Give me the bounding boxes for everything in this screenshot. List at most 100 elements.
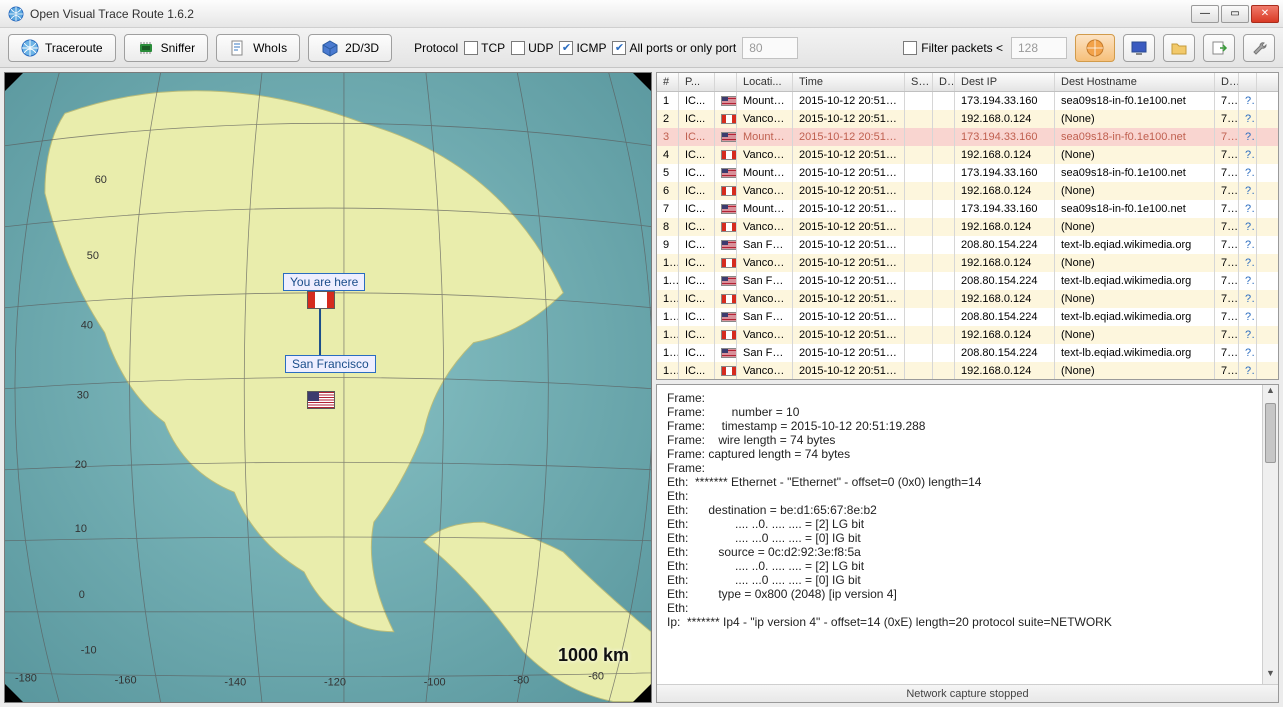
info-icon[interactable]: ? (1239, 308, 1257, 326)
col-number[interactable]: # (657, 73, 679, 91)
table-row[interactable]: 5IC...Mountai...2015-10-12 20:51:...173.… (657, 164, 1278, 182)
col-source[interactable]: Sr... (905, 73, 933, 91)
info-icon[interactable]: ? (1239, 164, 1257, 182)
filter-size-input[interactable] (1011, 37, 1067, 59)
usa-flag-icon (721, 96, 737, 106)
icmp-checkbox[interactable]: ✔ICMP (559, 41, 606, 55)
table-row[interactable]: 2IC...Vancou...2015-10-12 20:51:...192.1… (657, 110, 1278, 128)
protocol-label: Protocol (414, 41, 458, 55)
svg-text:-180: -180 (15, 673, 37, 685)
info-icon[interactable]: ? (1239, 92, 1257, 110)
info-icon[interactable]: ? (1239, 362, 1257, 380)
info-icon[interactable]: ? (1239, 128, 1257, 146)
all-ports-checkbox[interactable]: ✔All ports or only port (612, 41, 736, 55)
doc-icon (229, 39, 247, 57)
info-icon[interactable]: ? (1239, 218, 1257, 236)
col-dp[interactable]: D... (1215, 73, 1239, 91)
chip-icon (137, 39, 155, 57)
sniffer-button[interactable]: Sniffer (124, 34, 208, 62)
info-icon[interactable]: ? (1239, 200, 1257, 218)
usa-flag-icon (721, 240, 737, 250)
map-pane[interactable]: 60 50 40 30 20 10 0 -10 -180 -160 -140 -… (4, 72, 652, 703)
udp-checkbox[interactable]: UDP (511, 41, 553, 55)
frame-text[interactable]: Frame: Frame: number = 10 Frame: timesta… (657, 385, 1278, 684)
settings-button[interactable] (1243, 34, 1275, 62)
col-protocol[interactable]: P... (679, 73, 715, 91)
usa-flag-icon (721, 276, 737, 286)
scroll-up-icon[interactable]: ▲ (1263, 385, 1278, 401)
info-icon[interactable]: ? (1239, 182, 1257, 200)
titlebar: Open Visual Trace Route 1.6.2 — ▭ ✕ (0, 0, 1283, 28)
scroll-thumb[interactable] (1265, 403, 1276, 463)
globe-map: 60 50 40 30 20 10 0 -10 -180 -160 -140 -… (5, 73, 651, 702)
screenshot-button[interactable] (1123, 34, 1155, 62)
you-are-here-label: You are here (283, 273, 365, 291)
table-row[interactable]: 8IC...Vancou...2015-10-12 20:51:...192.1… (657, 218, 1278, 236)
table-row[interactable]: 11IC...San Fra...2015-10-12 20:51:...208… (657, 272, 1278, 290)
table-row[interactable]: 7IC...Mountai...2015-10-12 20:51:...173.… (657, 200, 1278, 218)
info-icon[interactable]: ? (1239, 344, 1257, 362)
svg-text:-80: -80 (513, 675, 529, 687)
start-capture-button[interactable] (1075, 34, 1115, 62)
folder-icon (1170, 39, 1188, 57)
maximize-button[interactable]: ▭ (1221, 5, 1249, 23)
svg-text:-140: -140 (224, 677, 246, 689)
table-row[interactable]: 16IC...Vancou...2015-10-12 20:51:...192.… (657, 362, 1278, 380)
usa-flag-icon (307, 391, 335, 409)
view-mode-button[interactable]: 2D/3D (308, 34, 392, 62)
export-button[interactable] (1203, 34, 1235, 62)
table-row[interactable]: 4IC...Vancou...2015-10-12 20:51:...192.1… (657, 146, 1278, 164)
monitor-icon (1130, 39, 1148, 57)
col-time[interactable]: Time (793, 73, 905, 91)
col-flag[interactable] (715, 73, 737, 91)
globe-orange-icon (1085, 38, 1105, 58)
canada-flag-icon (721, 114, 737, 124)
col-dest-host[interactable]: Dest Hostname (1055, 73, 1215, 91)
svg-text:-60: -60 (588, 671, 604, 683)
sniffer-label: Sniffer (161, 41, 195, 55)
port-input[interactable] (742, 37, 798, 59)
col-info[interactable] (1239, 73, 1257, 91)
table-row[interactable]: 12IC...Vancou...2015-10-12 20:51:...192.… (657, 290, 1278, 308)
svg-text:10: 10 (75, 523, 87, 535)
whois-label: WhoIs (253, 41, 287, 55)
info-icon[interactable]: ? (1239, 326, 1257, 344)
protocol-group: Protocol TCP UDP ✔ICMP ✔All ports or onl… (414, 37, 798, 59)
table-row[interactable]: 13IC...San Fra...2015-10-12 20:51:...208… (657, 308, 1278, 326)
scrollbar[interactable]: ▲ ▼ (1262, 385, 1278, 684)
cube-icon (321, 39, 339, 57)
corner-decoration (633, 73, 651, 91)
export-icon (1210, 39, 1228, 57)
table-row[interactable]: 15IC...San Fra...2015-10-12 20:51:...208… (657, 344, 1278, 362)
corner-decoration (5, 684, 23, 702)
col-dest-ip[interactable]: Dest IP (955, 73, 1055, 91)
usa-flag-icon (721, 132, 737, 142)
table-row[interactable]: 1IC...Mountai...2015-10-12 20:51:...173.… (657, 92, 1278, 110)
packet-table[interactable]: # P... Locati... Time Sr... D... Dest IP… (656, 72, 1279, 380)
table-row[interactable]: 6IC...Vancou...2015-10-12 20:51:...192.1… (657, 182, 1278, 200)
scroll-down-icon[interactable]: ▼ (1263, 668, 1278, 684)
filter-packets-checkbox[interactable]: Filter packets < (903, 41, 1003, 55)
tcp-checkbox[interactable]: TCP (464, 41, 505, 55)
info-icon[interactable]: ? (1239, 236, 1257, 254)
table-row[interactable]: 14IC...Vancou...2015-10-12 20:51:...192.… (657, 326, 1278, 344)
minimize-button[interactable]: — (1191, 5, 1219, 23)
info-icon[interactable]: ? (1239, 110, 1257, 128)
canada-flag-icon (721, 366, 737, 376)
canada-flag-icon (721, 222, 737, 232)
info-icon[interactable]: ? (1239, 290, 1257, 308)
info-icon[interactable]: ? (1239, 146, 1257, 164)
checkbox-icon (511, 41, 525, 55)
info-icon[interactable]: ? (1239, 254, 1257, 272)
traceroute-button[interactable]: Traceroute (8, 34, 116, 62)
info-icon[interactable]: ? (1239, 272, 1257, 290)
close-button[interactable]: ✕ (1251, 5, 1279, 23)
table-row[interactable]: 3IC...Mountai...2015-10-12 20:51:...173.… (657, 128, 1278, 146)
table-row[interactable]: 10IC...Vancou...2015-10-12 20:51:...192.… (657, 254, 1278, 272)
open-file-button[interactable] (1163, 34, 1195, 62)
col-location[interactable]: Locati... (737, 73, 793, 91)
whois-button[interactable]: WhoIs (216, 34, 300, 62)
col-d[interactable]: D... (933, 73, 955, 91)
checkbox-icon (464, 41, 478, 55)
table-row[interactable]: 9IC...San Fra...2015-10-12 20:51:...208.… (657, 236, 1278, 254)
